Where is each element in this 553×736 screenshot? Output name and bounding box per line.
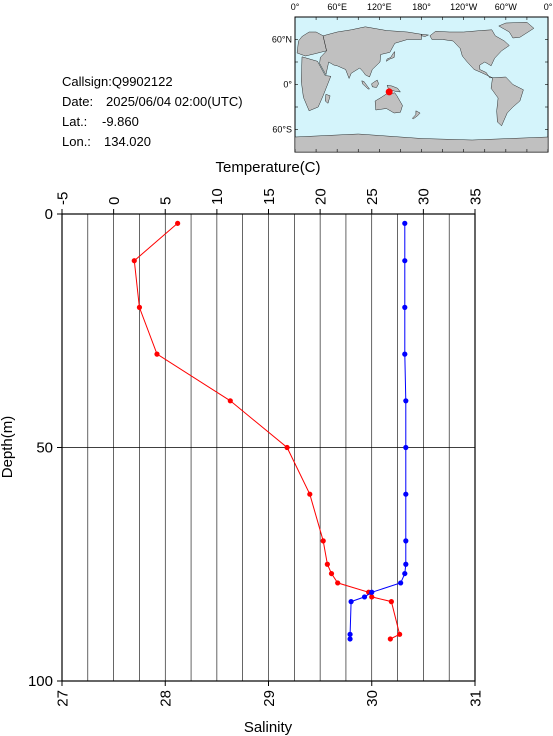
top-tick-label: 25: [364, 188, 381, 205]
map-land: [294, 22, 549, 153]
temperature-point: [387, 636, 393, 642]
salinity-point: [361, 594, 368, 600]
land-chukotka: [421, 34, 429, 37]
salinity-point: [402, 570, 408, 577]
date-label: Date:: [62, 94, 93, 109]
bottom-tick-label: 31: [467, 690, 484, 707]
depth-tick-label: 100: [28, 673, 53, 690]
temperature-point: [284, 444, 290, 451]
map-frame-ticks: [294, 17, 549, 152]
land-north-america: [429, 29, 510, 79]
map-lat-label: 0°: [283, 80, 292, 90]
bottom-tick-label: 30: [364, 690, 381, 707]
temperature-line: [133, 222, 401, 640]
chart-grid: [62, 214, 475, 681]
y-axis-label: Depth(m): [0, 416, 16, 479]
land-asia-east: [319, 26, 422, 80]
date-value: 2025/06/04 02:00(UTC): [106, 94, 243, 109]
station-info: Callsign:Q9902122 Date: 2025/06/04 02:00…: [62, 74, 243, 149]
land-new-guinea: [386, 85, 401, 93]
station-marker: [385, 88, 393, 96]
lon-value: 134.020: [104, 134, 151, 149]
top-tick-label: 5: [158, 197, 175, 205]
salinity-point: [403, 444, 409, 451]
temperature-point: [307, 491, 313, 497]
salinity-point: [369, 589, 375, 595]
land-madagascar: [324, 94, 331, 104]
top-tick-label: 30: [416, 188, 433, 205]
temperature-point: [328, 570, 335, 577]
depth-tick-label: 0: [45, 206, 53, 223]
temperature-point: [131, 258, 137, 264]
salinity-point: [347, 636, 353, 642]
bottom-tick-label: 29: [261, 690, 278, 707]
bottom-tick-label: 27: [54, 690, 71, 707]
salinity-point: [402, 258, 408, 264]
top-tick-label: -5: [54, 192, 71, 205]
salinity-point: [402, 351, 408, 357]
map-lon-label: 60°E: [327, 2, 347, 12]
salinity-point: [403, 398, 409, 404]
map-lon-label: 120°W: [450, 2, 478, 12]
salinity-point: [347, 631, 353, 637]
temperature-point: [175, 220, 181, 226]
salinity-point: [402, 304, 408, 310]
depth-tick-label: 50: [36, 440, 53, 457]
top-axis-label: Temperature(C): [215, 159, 320, 176]
land-borneo: [371, 79, 379, 88]
world-map: 0° 60°E 120°E 180° 120°W 60°W 0° 60°N 0° 60°S: [272, 2, 553, 153]
land-sumatra: [361, 80, 370, 90]
temperature-point: [397, 631, 403, 637]
top-tick-label: 15: [261, 188, 278, 205]
temperature-point: [369, 594, 375, 600]
series-layer: [131, 220, 409, 642]
land-south-america: [490, 76, 524, 127]
bottom-axis-label: Salinity: [244, 719, 293, 736]
land-japan: [386, 50, 396, 62]
land-new-zealand: [412, 110, 421, 120]
land-africa: [301, 56, 332, 112]
map-lon-label: 120°E: [367, 2, 392, 12]
temperature-point: [320, 538, 326, 544]
top-tick-label: 20: [312, 188, 329, 205]
temperature-point: [136, 304, 143, 310]
temperature-point: [324, 561, 330, 567]
salinity-point: [348, 599, 354, 605]
top-tick-label: 0: [106, 197, 123, 205]
lon-label: Lon.:: [62, 134, 91, 149]
salinity-point: [398, 580, 404, 586]
land-greenland: [498, 22, 535, 39]
callsign-text: Callsign:Q9902122: [62, 74, 173, 89]
map-lon-label: 60°W: [495, 2, 518, 12]
map-lon-label: 0°: [544, 2, 553, 12]
salinity-point: [403, 538, 409, 544]
temperature-point: [335, 580, 341, 586]
salinity-line: [349, 223, 407, 639]
land-australia: [374, 92, 403, 114]
lat-value: -9.860: [102, 114, 139, 129]
map-lon-label: 180°: [412, 2, 431, 12]
temperature-point: [388, 599, 394, 605]
top-tick-label: 10: [209, 188, 226, 205]
map-lat-label: 60°S: [272, 125, 292, 135]
temperature-point: [154, 351, 160, 357]
map-labels: 0° 60°E 120°E 180° 120°W 60°W 0° 60°N 0° 60°S: [272, 2, 553, 135]
lat-label: Lat.:: [62, 114, 87, 129]
top-tick-label: 35: [467, 188, 484, 205]
map-lon-label: 0°: [291, 2, 300, 12]
salinity-point: [403, 491, 409, 497]
salinity-point: [403, 561, 409, 567]
bottom-tick-label: 28: [158, 690, 175, 707]
map-lat-label: 60°N: [272, 35, 292, 45]
salinity-point: [402, 220, 408, 226]
temperature-point: [227, 398, 233, 404]
